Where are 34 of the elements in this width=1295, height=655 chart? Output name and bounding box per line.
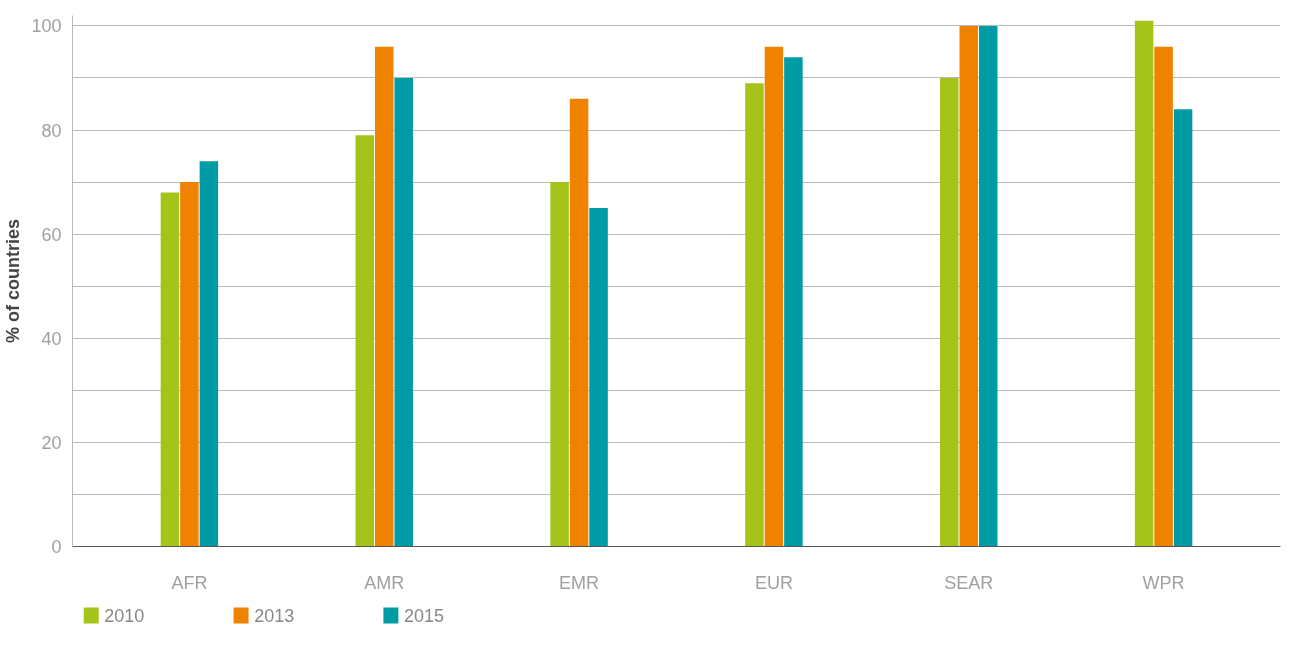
bar bbox=[745, 83, 764, 547]
bar bbox=[160, 192, 180, 547]
y-tick-label: 0 bbox=[51, 537, 62, 557]
x-tick-label: WPR bbox=[1142, 572, 1185, 593]
legend-label: 2013 bbox=[254, 606, 295, 626]
bar bbox=[569, 98, 589, 547]
x-tick-label: AFR bbox=[171, 572, 208, 593]
y-tick-label: 60 bbox=[41, 224, 62, 245]
x-tick-label: EUR bbox=[754, 572, 793, 593]
bar bbox=[1154, 46, 1173, 547]
bar bbox=[355, 135, 375, 547]
bar bbox=[199, 161, 219, 547]
y-tick-label: 40 bbox=[41, 328, 62, 349]
bar bbox=[784, 57, 803, 547]
bar bbox=[1134, 20, 1154, 547]
bar bbox=[978, 25, 998, 547]
x-tick-label: EMR bbox=[559, 572, 600, 593]
bar bbox=[940, 77, 959, 547]
x-tick-label: SEAR bbox=[944, 572, 994, 593]
y-tick-label: 20 bbox=[41, 432, 62, 453]
x-tick-label: AMR bbox=[364, 572, 405, 593]
legend-label: 2015 bbox=[404, 606, 445, 626]
bar bbox=[589, 208, 608, 547]
bar bbox=[1173, 109, 1193, 547]
y-axis-title: % of countries bbox=[3, 218, 24, 344]
bar bbox=[550, 182, 569, 547]
bar bbox=[374, 46, 394, 547]
y-tick-label: 80 bbox=[41, 120, 62, 141]
bar bbox=[764, 46, 784, 547]
bar bbox=[394, 77, 413, 547]
bar bbox=[959, 25, 979, 547]
y-tick-label: 100 bbox=[31, 16, 62, 37]
bar bbox=[180, 182, 199, 547]
legend-label: 2010 bbox=[104, 606, 145, 626]
